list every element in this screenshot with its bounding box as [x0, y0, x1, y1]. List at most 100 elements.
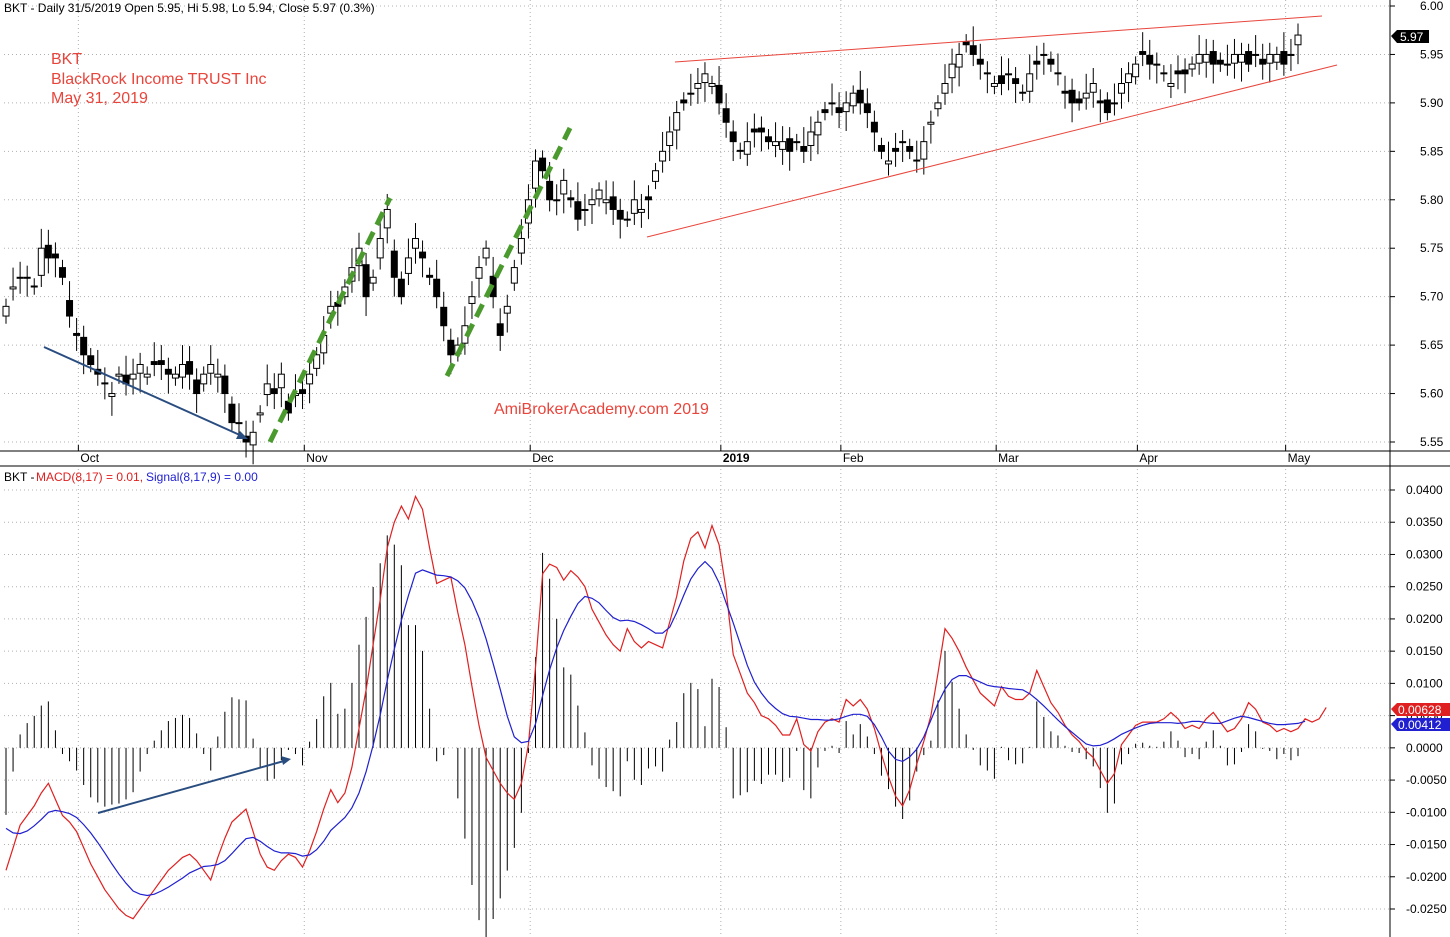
price-ytick-label: 5.80: [1420, 193, 1444, 207]
candle-down: [877, 145, 885, 152]
candle-up: [136, 363, 144, 374]
macd-ytick-label: 0.0150: [1406, 644, 1443, 658]
candle-up: [468, 296, 476, 304]
candle-down: [1160, 72, 1168, 75]
candle-down: [228, 403, 236, 424]
candle-down: [73, 332, 81, 336]
candle-down: [969, 45, 977, 55]
candle-down: [440, 306, 448, 327]
candle-up: [482, 247, 490, 259]
candle-down: [1146, 54, 1154, 65]
candle-up: [23, 276, 31, 279]
last-macd-badge: [1391, 703, 1450, 716]
candle-down: [786, 138, 794, 152]
candle-down: [962, 41, 970, 46]
candle-up: [666, 131, 674, 147]
candle-up: [1223, 63, 1231, 66]
candle-down: [870, 121, 878, 133]
candle-up: [143, 373, 151, 378]
candle-up: [179, 363, 187, 378]
xtick-label: May: [1288, 451, 1311, 465]
candle-down: [496, 323, 504, 336]
candle-up: [588, 199, 596, 206]
macd-ytick-label: -0.0100: [1406, 805, 1447, 819]
candle-up: [637, 208, 645, 213]
macd-header-prefix: BKT -: [4, 470, 34, 484]
candle-down: [87, 355, 95, 365]
candle-up: [807, 131, 815, 147]
candle-down: [764, 136, 772, 143]
macd-header-signal: Signal(8,17,9) = 0.00: [146, 470, 258, 484]
candles: [2, 23, 1302, 465]
candle-up: [1005, 73, 1013, 76]
price-ytick-label: 6.00: [1420, 0, 1444, 13]
candle-up: [1238, 53, 1246, 63]
candle-down: [193, 379, 201, 395]
price-ytick-label: 5.70: [1420, 290, 1444, 304]
price-ytick-label: 5.55: [1420, 435, 1444, 449]
candle-up: [602, 199, 610, 204]
candle-up: [694, 83, 702, 89]
candle-down: [983, 72, 991, 75]
candle-up: [1117, 83, 1125, 94]
candle-up: [129, 373, 137, 380]
macd-lines: [5, 494, 1327, 920]
badges: 5.97 0.00628 0.00412: [1391, 30, 1450, 732]
candle-up: [1153, 63, 1161, 66]
candle-down: [362, 264, 370, 298]
overlays: [43, 15, 1338, 814]
candle-up: [934, 102, 942, 110]
candle-up: [652, 170, 660, 182]
candle-down: [426, 274, 434, 278]
last-signal-badge: [1391, 718, 1450, 731]
watermark: AmiBrokerAcademy.com 2019: [494, 401, 709, 418]
candle-up: [214, 373, 222, 378]
candle-up: [560, 179, 568, 195]
macd-ytick-label: 0.0000: [1406, 741, 1443, 755]
candle-up: [630, 199, 638, 214]
candle-down: [997, 75, 1005, 85]
candle-up: [510, 267, 518, 284]
candle-up: [235, 422, 243, 425]
candle-up: [793, 141, 801, 144]
candle-down: [906, 145, 914, 152]
candle-up: [743, 141, 751, 155]
candle-up: [553, 199, 561, 202]
xtick-label: Mar: [998, 451, 1019, 465]
macd-ytick-label: 0.0400: [1406, 483, 1443, 497]
macd-ytick-label: 0.0350: [1406, 515, 1443, 529]
candle-down: [729, 131, 737, 143]
candle-down: [419, 251, 427, 259]
candle-down: [722, 108, 730, 123]
candle-up: [772, 141, 780, 147]
candle-down: [1033, 60, 1041, 65]
price-ytick-label: 5.85: [1420, 144, 1444, 158]
candle-down: [546, 180, 554, 201]
candle-down: [299, 389, 307, 395]
price-ytick-label: 5.75: [1420, 241, 1444, 255]
candle-down: [397, 278, 405, 298]
candle-up: [2, 305, 10, 317]
candle-down: [433, 278, 441, 298]
candle-down: [1047, 58, 1055, 65]
candle-up: [920, 141, 928, 160]
macd-ytick-label: -0.0150: [1406, 838, 1447, 852]
candle-down: [1019, 91, 1027, 94]
macd-ytick-label: 0.0100: [1406, 676, 1443, 690]
candle-up: [1167, 83, 1175, 87]
candle-up: [1294, 34, 1302, 46]
candle-up: [1110, 102, 1118, 105]
candle-up: [885, 160, 893, 165]
candle-down: [856, 89, 864, 104]
macd-divergence-arrow: [97, 760, 285, 814]
macd-ytick-label: -0.0250: [1406, 902, 1447, 916]
candle-down: [221, 375, 229, 395]
candle-up: [595, 189, 603, 200]
candle-up: [581, 208, 589, 211]
candle-down: [1174, 70, 1182, 75]
macd-ytick-label: -0.0050: [1406, 773, 1447, 787]
candle-down: [1061, 90, 1069, 94]
candle-up: [1273, 53, 1281, 63]
